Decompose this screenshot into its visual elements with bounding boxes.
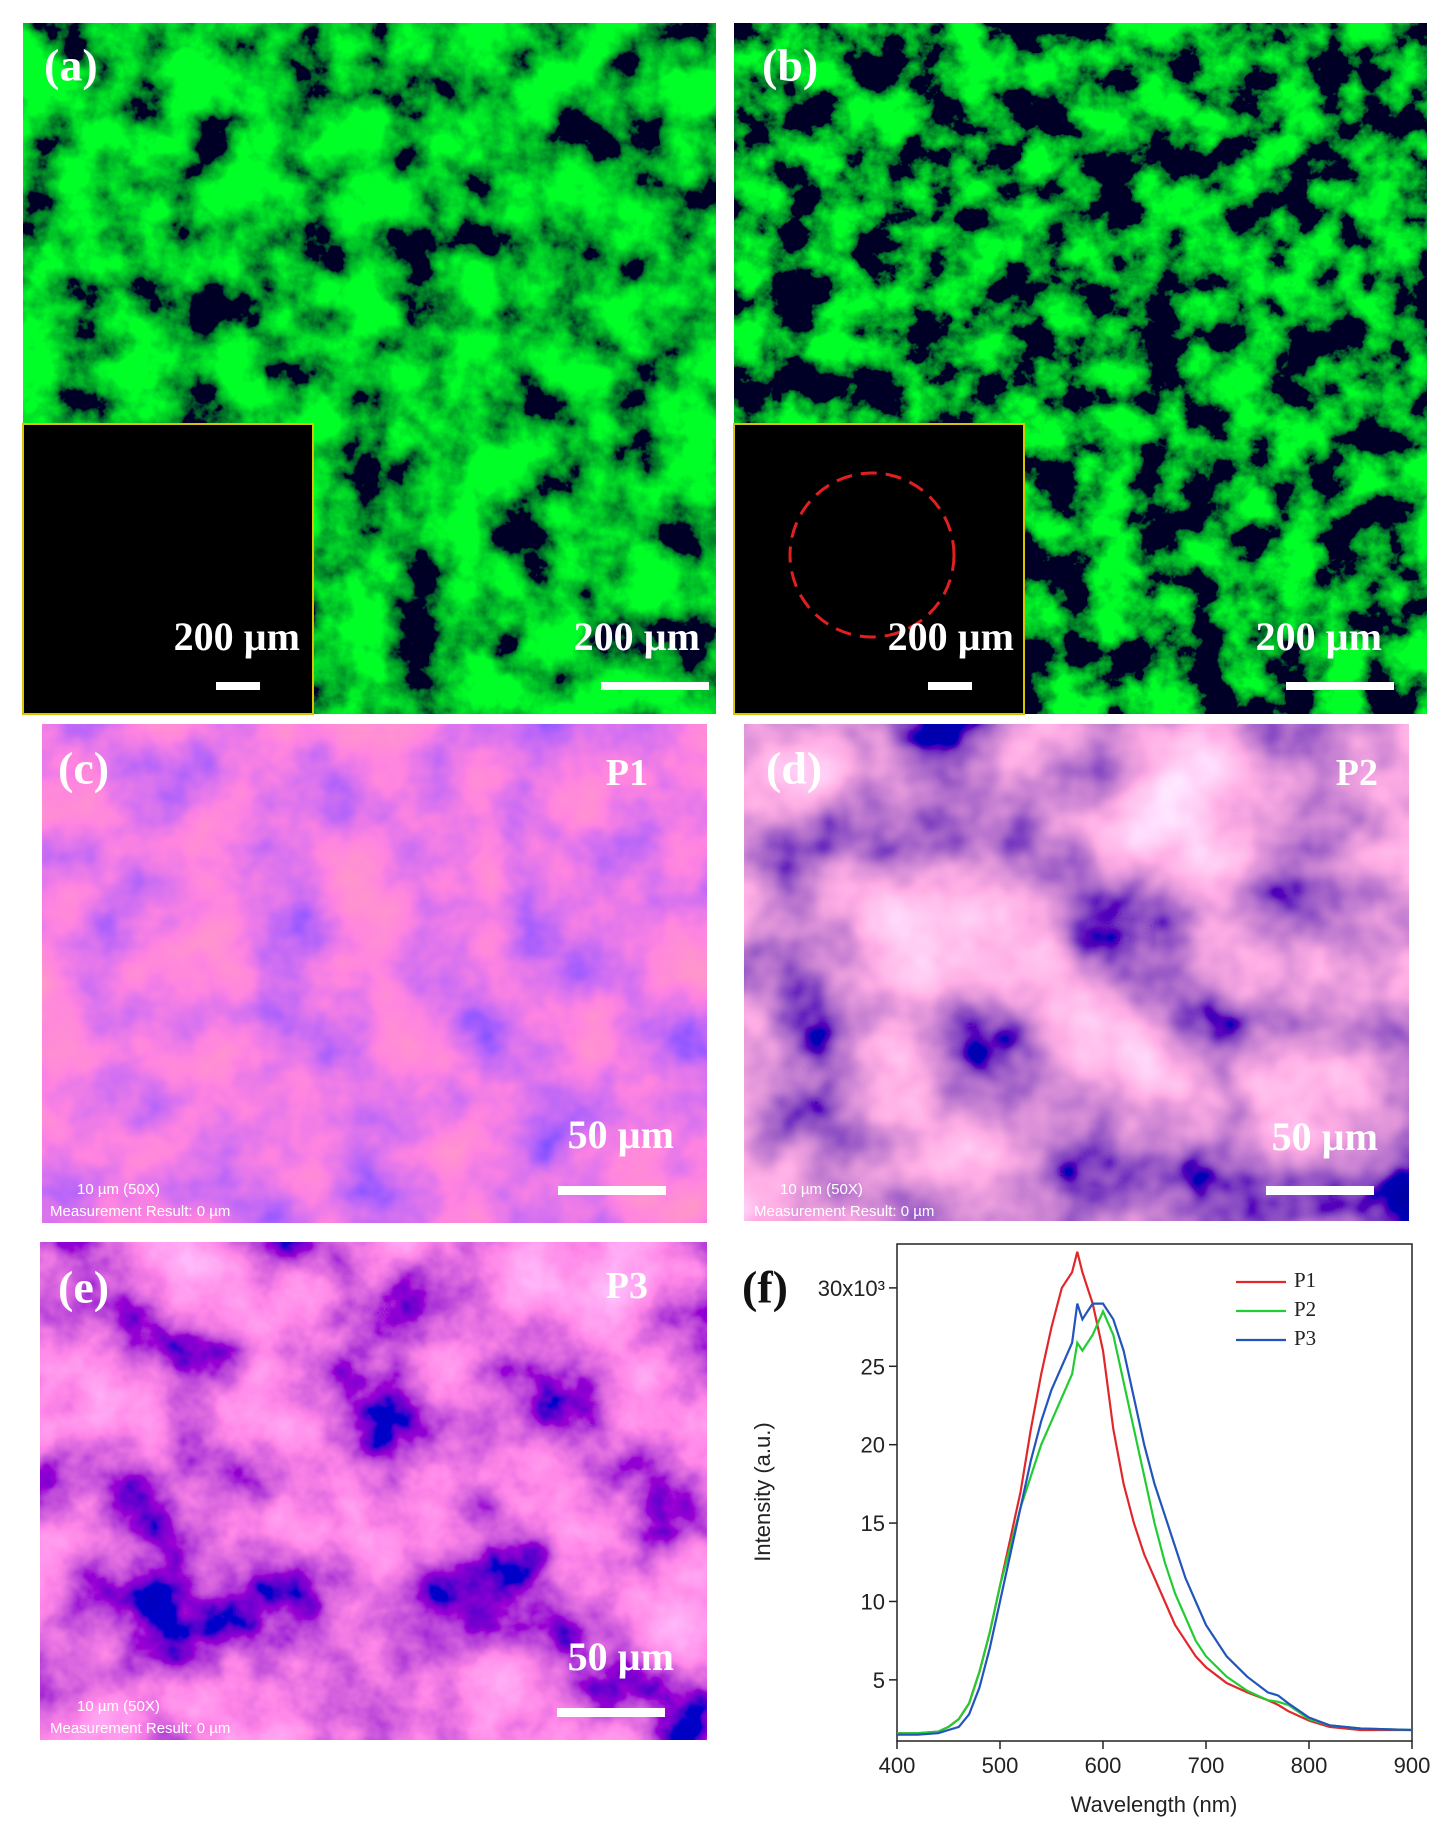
info-text: 10 µm (50X) bbox=[77, 1698, 160, 1715]
x-tick-label: 800 bbox=[1291, 1753, 1328, 1778]
legend-label: P2 bbox=[1294, 1297, 1316, 1321]
x-tick-label: 500 bbox=[982, 1753, 1019, 1778]
x-tick-label: 700 bbox=[1188, 1753, 1225, 1778]
scale-label: 50 µm bbox=[568, 1112, 674, 1157]
y-tick-label: 10 bbox=[861, 1589, 885, 1614]
info-text: 10 µm (50X) bbox=[77, 1181, 160, 1198]
measurement-text: Measurement Result: 0 µm bbox=[50, 1720, 230, 1737]
series-line bbox=[897, 1251, 1412, 1735]
scale-bar bbox=[601, 682, 709, 690]
x-tick-label: 600 bbox=[1085, 1753, 1122, 1778]
y-tick-label: 25 bbox=[861, 1354, 885, 1379]
scale-bar bbox=[558, 1186, 666, 1195]
panel-b: (b) 200 µm 200 µm bbox=[733, 23, 1427, 715]
panel-a: (a) 200 µm 200 µm bbox=[22, 23, 716, 715]
panel-label: (c) bbox=[58, 743, 109, 794]
measurement-text: Measurement Result: 0 µm bbox=[754, 1203, 934, 1220]
scale-bar bbox=[1266, 1186, 1374, 1195]
scale-label: 200 µm bbox=[1256, 614, 1382, 659]
micrograph bbox=[744, 724, 1409, 1221]
panel-label: (b) bbox=[762, 40, 818, 91]
inset bbox=[733, 423, 1025, 715]
x-axis-title: Wavelength (nm) bbox=[1071, 1792, 1238, 1817]
highlight-circle bbox=[788, 471, 956, 639]
series-line bbox=[897, 1308, 1413, 1735]
inset-scale-label: 200 µm bbox=[174, 614, 300, 659]
panel-label: (a) bbox=[44, 40, 98, 91]
legend-label: P1 bbox=[1294, 1268, 1316, 1292]
x-tick-label: 400 bbox=[879, 1753, 916, 1778]
panel-f: (f) Wavelength (nm) Intensity (a.u.) 400… bbox=[742, 1243, 1431, 1817]
inset-scale-label: 200 µm bbox=[888, 614, 1014, 659]
scale-bar bbox=[1286, 682, 1394, 690]
inset bbox=[22, 423, 314, 715]
measurement-text: Measurement Result: 0 µm bbox=[50, 1203, 230, 1220]
y-tick-label: 20 bbox=[861, 1433, 885, 1458]
x-tick-label: 900 bbox=[1394, 1753, 1431, 1778]
scale-bar bbox=[928, 682, 972, 690]
y-tick-label: 30x10³ bbox=[818, 1276, 885, 1301]
scale-bar bbox=[216, 682, 260, 690]
panel-label: (f) bbox=[742, 1262, 788, 1313]
panel-d: (d) P2 50 µm 10 µm (50X) Measurement Res… bbox=[744, 724, 1409, 1221]
panel-label: (e) bbox=[58, 1262, 109, 1313]
point-label: P1 bbox=[606, 752, 648, 794]
y-axis-title: Intensity (a.u.) bbox=[750, 1422, 775, 1561]
scale-label: 50 µm bbox=[568, 1634, 674, 1679]
y-tick-label: 15 bbox=[861, 1511, 885, 1536]
series-line bbox=[897, 1302, 1413, 1736]
info-text: 10 µm (50X) bbox=[780, 1181, 863, 1198]
scale-bar bbox=[557, 1708, 665, 1717]
micrograph bbox=[40, 1242, 707, 1740]
panel-label: (d) bbox=[766, 743, 822, 794]
panel-e: (e) P3 50 µm 10 µm (50X) Measurement Res… bbox=[40, 1242, 707, 1740]
y-tick-label: 5 bbox=[873, 1668, 885, 1693]
point-label: P2 bbox=[1336, 752, 1378, 794]
micrograph bbox=[42, 724, 707, 1223]
legend-label: P3 bbox=[1294, 1326, 1316, 1350]
scale-label: 200 µm bbox=[574, 614, 700, 659]
panel-c: (c) P1 50 µm 10 µm (50X) Measurement Res… bbox=[42, 724, 707, 1223]
plot-frame bbox=[896, 1243, 1413, 1742]
point-label: P3 bbox=[606, 1265, 648, 1307]
scale-label: 50 µm bbox=[1272, 1114, 1378, 1159]
